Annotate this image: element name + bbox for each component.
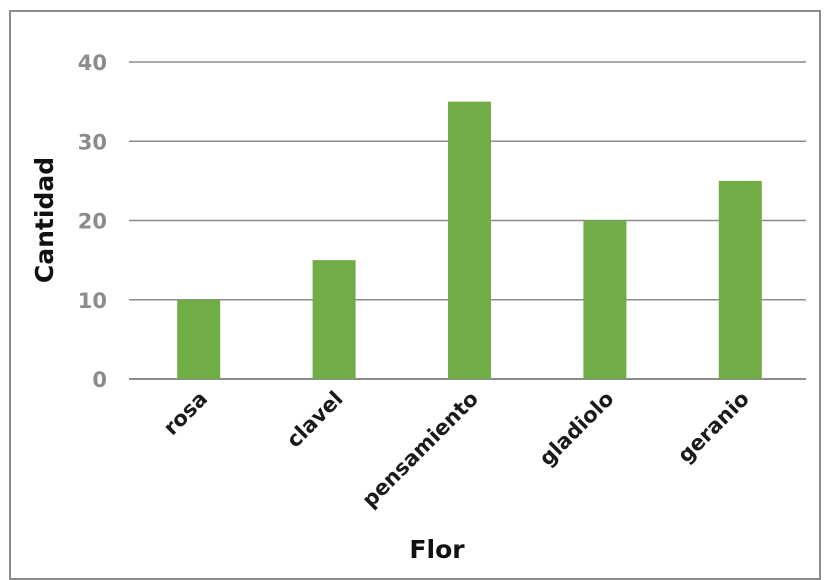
bar-pensamiento [448, 101, 491, 379]
x-tick-labels: rosa clavel pensamiento gladiolo geranio [159, 387, 754, 513]
bars [177, 101, 762, 379]
y-tick-label: 20 [78, 210, 107, 234]
x-tick-label-gladiolo: gladiolo [535, 387, 619, 471]
x-tick-label-clavel: clavel [282, 387, 348, 453]
chart-frame [9, 10, 821, 580]
bar-clavel [312, 260, 356, 379]
x-tick-label-geranio: geranio [673, 387, 754, 468]
y-tick-label: 0 [92, 368, 107, 392]
bar-geranio [718, 180, 762, 379]
y-tick-label: 30 [78, 130, 107, 154]
y-axis-title: Cantidad [30, 157, 59, 283]
x-tick-label-rosa: rosa [159, 387, 212, 440]
bar-gladiolo [583, 220, 627, 379]
x-axis-title: Flor [409, 535, 465, 564]
y-tick-labels: 0 10 20 30 40 [78, 51, 107, 392]
x-tick-label-pensamiento: pensamiento [357, 387, 483, 513]
y-tick-label: 40 [78, 51, 107, 75]
bar-rosa [177, 299, 221, 379]
bar-chart: 0 10 20 30 40 rosa clavel pensamiento gladiolo g… [30, 51, 806, 564]
y-tick-label: 10 [78, 289, 107, 313]
